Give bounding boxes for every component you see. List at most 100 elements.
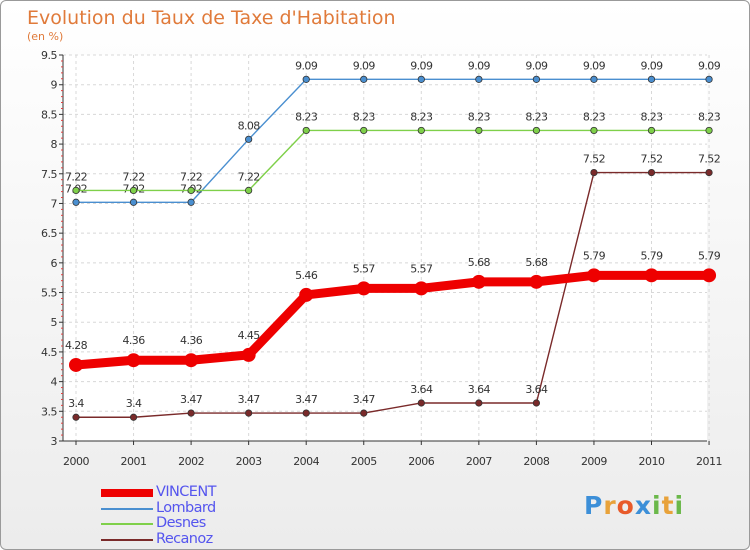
y-tick-label: 8.5 [41,108,57,121]
data-label-desnes: 8.23 [295,110,318,123]
data-point-vincent [702,268,717,283]
x-tick-label: 2008 [523,455,549,468]
legend-label-vincent: VINCENT [156,484,216,500]
data-label-lombard: 9.09 [640,59,663,72]
data-point-lombard [475,75,483,83]
series-line-desnes [75,129,710,192]
series-line-lombard [75,78,710,203]
data-point-vincent [414,281,429,296]
data-label-lombard: 9.09 [583,59,606,72]
data-label-recanoz: 7.52 [583,153,605,166]
data-label-desnes: 8.23 [525,110,548,123]
data-point-vincent [529,274,544,289]
data-point-desnes [129,186,138,194]
data-point-vincent [356,281,371,296]
data-point-lombard [532,75,541,83]
data-point-vincent [184,353,199,368]
data-label-lombard: 9.09 [353,59,376,72]
y-tick-label: 4 [51,376,58,389]
data-label-recanoz: 3.64 [410,383,433,396]
data-label-vincent: 4.36 [123,334,146,347]
data-point-vincent [126,353,141,368]
data-label-recanoz: 3.47 [353,393,376,406]
data-point-desnes [647,126,656,135]
data-point-recanoz [647,168,656,177]
data-point-lombard [417,75,425,83]
data-label-recanoz: 3.4 [68,397,84,410]
data-label-desnes: 8.23 [468,110,491,123]
data-label-vincent: 4.36 [180,334,203,347]
data-label-desnes: 8.23 [640,110,663,123]
series-line-vincent [71,270,714,370]
x-tick-label: 2007 [466,455,492,468]
data-point-desnes [532,126,541,135]
legend-swatch-desnes [101,523,153,525]
y-tick-label: 8 [51,138,58,151]
data-point-vincent [241,347,256,362]
y-tick-label: 6.5 [41,227,57,240]
data-label-recanoz: 7.52 [640,153,662,166]
data-label-desnes: 8.23 [583,110,606,123]
data-label-vincent: 4.28 [65,339,88,352]
data-point-recanoz [417,399,425,407]
data-label-lombard: 9.09 [698,59,721,72]
data-point-recanoz [705,168,713,177]
data-label-vincent: 5.57 [353,262,376,275]
data-label-recanoz: 7.52 [698,153,720,166]
data-label-vincent: 5.68 [468,256,491,269]
data-label-vincent: 5.79 [698,249,721,262]
plot-area [63,55,707,441]
data-point-recanoz [187,409,195,417]
logo-letter: r [603,491,617,520]
x-tick-label: 2004 [293,455,319,468]
data-point-recanoz [72,413,80,421]
data-label-desnes: 8.23 [410,110,433,123]
x-tick-label: 2005 [351,455,377,468]
legend-swatch-vincent [101,489,153,497]
data-label-desnes: 7.22 [238,170,260,183]
series-line-recanoz [75,171,710,418]
data-label-recanoz: 3.47 [238,393,261,406]
x-tick-label: 2006 [408,455,434,468]
chart-title: Evolution du Taux de Taxe d'Habitation [27,7,396,29]
data-point-desnes [72,186,80,194]
logo-letter: o [616,491,635,520]
data-point-vincent [69,357,83,372]
x-tick-label: 2010 [639,455,665,468]
data-point-desnes [187,186,195,194]
legend-label-recanoz: Recanoz [156,530,213,547]
data-point-lombard [129,198,138,206]
data-label-vincent: 5.79 [640,249,663,262]
data-point-vincent [299,287,314,302]
data-label-desnes: 7.22 [180,170,202,183]
data-point-lombard [302,75,310,83]
data-label-lombard: 9.09 [410,59,433,72]
data-point-recanoz [590,168,598,177]
data-point-lombard [705,75,713,83]
data-label-vincent: 5.79 [583,249,606,262]
proxiti-logo: Proxiti [584,491,684,520]
chart-unit: (en %) [27,30,64,43]
data-label-lombard: 9.09 [468,59,491,72]
x-tick-label: 2003 [236,455,262,468]
y-tick-label: 6 [51,257,58,270]
data-label-lombard: 9.09 [525,59,548,72]
data-label-lombard: 8.08 [238,119,261,132]
data-point-vincent [586,268,601,283]
data-point-desnes [705,126,713,135]
data-point-desnes [302,126,310,135]
x-tick-label: 2011 [696,455,722,468]
y-tick-label: 7.5 [41,168,57,181]
logo-letter: x [634,491,652,520]
data-label-recanoz: 3.64 [468,383,491,396]
data-point-desnes [245,186,253,194]
x-tick-label: 2000 [63,455,89,468]
data-point-lombard [590,75,598,83]
y-tick-label: 9.5 [41,49,57,62]
x-tick-label: 2001 [121,455,147,468]
data-label-desnes: 7.22 [123,170,145,183]
data-point-recanoz [532,399,541,407]
data-point-recanoz [302,409,310,417]
data-point-desnes [475,126,483,135]
